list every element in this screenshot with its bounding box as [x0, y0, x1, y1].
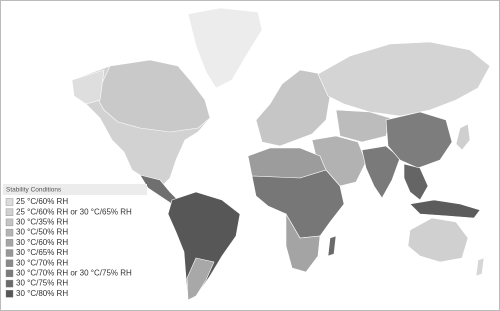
- greenland: [187, 7, 263, 89]
- legend-label: 30 °C/75% RH: [16, 279, 68, 288]
- legend-swatch: [5, 218, 14, 227]
- southern-cone: [186, 257, 215, 301]
- legend-swatch: [5, 290, 14, 298]
- central-asia: [335, 109, 391, 143]
- new-zealand: [475, 257, 485, 277]
- south-asia: [361, 145, 401, 199]
- legend-swatch: [5, 239, 14, 247]
- legend-swatch: [5, 279, 14, 288]
- legend-header: [3, 184, 147, 195]
- japan: [455, 123, 471, 151]
- south-america: [167, 191, 241, 301]
- north-asia: [317, 41, 491, 117]
- legend-swatch: [5, 208, 14, 216]
- legend-label: 25 °C/60% RH or 30 °C/65% RH: [16, 207, 132, 216]
- east-asia: [385, 111, 453, 169]
- madagascar: [327, 235, 337, 257]
- australia: [407, 217, 469, 263]
- legend-swatch: [5, 228, 14, 237]
- legend-label: 30 °C/65% RH: [16, 248, 68, 257]
- legend-swatch: [5, 249, 14, 257]
- legend-swatch: [5, 198, 14, 206]
- indonesia: [409, 199, 481, 219]
- canada: [95, 59, 211, 133]
- legend-label: 30 °C/70% RH or 30 °C/75% RH: [16, 269, 132, 278]
- legend-label: 30 °C/35% RH: [16, 218, 68, 227]
- world-map: [71, 7, 491, 301]
- southeast-asia: [403, 163, 429, 201]
- central-africa: [251, 169, 345, 239]
- southern-africa: [285, 212, 321, 273]
- legend-label: 30 °C/80% RH: [16, 289, 68, 298]
- legend-label: 30 °C/70% RH: [16, 258, 68, 267]
- legend-swatch: [5, 269, 14, 278]
- europe: [255, 69, 331, 147]
- legend-swatch: [5, 259, 14, 267]
- alaska: [71, 69, 105, 105]
- legend-label: 30 °C/50% RH: [16, 228, 68, 237]
- legend-title: Stability Conditions: [6, 187, 62, 194]
- legend-label: 30 °C/60% RH: [16, 238, 68, 247]
- legend-label: 25 °C/60% RH: [16, 197, 68, 206]
- legend-background: [3, 184, 147, 296]
